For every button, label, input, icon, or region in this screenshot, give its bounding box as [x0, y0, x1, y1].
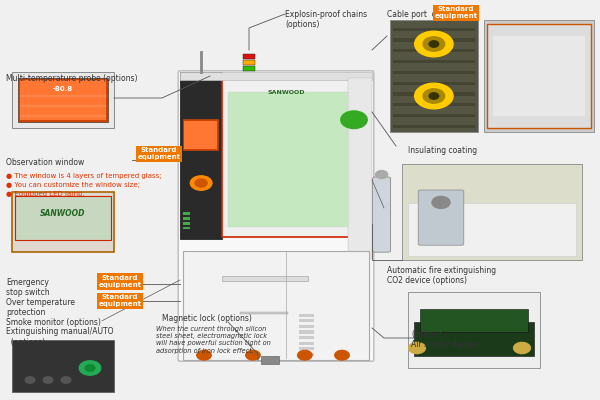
Text: ● Equipped LED lamp.: ● Equipped LED lamp.: [6, 191, 85, 197]
Circle shape: [409, 342, 425, 354]
Bar: [180, 72, 222, 239]
Bar: [393, 38, 475, 42]
Text: Smoke monitor (options): Smoke monitor (options): [6, 318, 101, 327]
Text: Emergency
stop switch: Emergency stop switch: [6, 278, 50, 298]
Bar: [183, 212, 190, 215]
Bar: [20, 80, 106, 120]
Bar: [484, 20, 594, 132]
Bar: [183, 119, 219, 151]
Circle shape: [85, 365, 95, 371]
Text: Automatic fire extinguishing
CO2 device (options): Automatic fire extinguishing CO2 device …: [387, 266, 496, 286]
Bar: [420, 309, 528, 332]
Bar: [414, 322, 534, 356]
Bar: [393, 114, 475, 117]
Bar: [183, 227, 190, 230]
FancyBboxPatch shape: [418, 190, 464, 245]
Bar: [487, 24, 591, 128]
Bar: [180, 72, 372, 80]
Text: Standard
equipment: Standard equipment: [137, 148, 181, 160]
Bar: [183, 222, 190, 225]
Bar: [184, 121, 217, 149]
Text: Cable port  φ100mmx2: Cable port φ100mmx2: [387, 10, 475, 19]
Circle shape: [190, 176, 212, 190]
Bar: [393, 60, 475, 63]
Bar: [18, 78, 108, 122]
Circle shape: [423, 89, 445, 103]
Bar: [243, 66, 255, 71]
Bar: [348, 78, 372, 259]
Bar: [408, 203, 576, 256]
Text: Observation window: Observation window: [6, 158, 84, 167]
Text: Explosin-proof chains
(options): Explosin-proof chains (options): [285, 10, 367, 29]
Circle shape: [415, 83, 453, 109]
Bar: [393, 71, 475, 74]
Circle shape: [25, 377, 35, 383]
Circle shape: [341, 111, 367, 128]
Circle shape: [195, 179, 207, 187]
Bar: [393, 103, 475, 106]
Circle shape: [514, 342, 530, 354]
Circle shape: [429, 41, 439, 47]
Bar: [299, 319, 314, 322]
Bar: [12, 340, 114, 392]
Text: Standard
equipment: Standard equipment: [434, 6, 478, 19]
Bar: [243, 60, 255, 65]
Bar: [299, 336, 314, 339]
Bar: [299, 342, 314, 345]
Bar: [228, 92, 348, 227]
Circle shape: [43, 377, 53, 383]
Circle shape: [298, 350, 312, 360]
Circle shape: [197, 350, 211, 360]
Bar: [15, 196, 111, 240]
Circle shape: [415, 31, 453, 57]
Text: -80.8: -80.8: [53, 86, 73, 92]
Bar: [493, 36, 585, 116]
Circle shape: [61, 377, 71, 383]
Bar: [183, 250, 369, 360]
Text: Magnetic lock (options): Magnetic lock (options): [162, 314, 252, 323]
Bar: [260, 356, 278, 364]
Text: ● The window is 4 layers of tempered glass;: ● The window is 4 layers of tempered gla…: [6, 173, 161, 179]
FancyBboxPatch shape: [178, 71, 374, 361]
Text: Over temperature
protection: Over temperature protection: [6, 298, 75, 318]
Bar: [183, 217, 190, 220]
Bar: [390, 20, 478, 132]
Bar: [393, 125, 475, 128]
Circle shape: [432, 196, 450, 208]
Circle shape: [335, 350, 349, 360]
Bar: [240, 312, 288, 314]
Bar: [299, 353, 314, 356]
Text: SANWOOD: SANWOOD: [40, 208, 86, 218]
Bar: [408, 292, 540, 368]
Bar: [299, 347, 314, 350]
Bar: [393, 49, 475, 52]
Bar: [393, 82, 475, 85]
Text: (options)
Air supply damper: (options) Air supply damper: [411, 330, 482, 350]
FancyBboxPatch shape: [373, 177, 391, 252]
Bar: [393, 28, 475, 31]
Bar: [299, 330, 314, 334]
Bar: [393, 92, 475, 96]
Text: Extinguishing manual/AUTO
  (options): Extinguishing manual/AUTO (options): [6, 327, 113, 346]
Bar: [299, 314, 314, 317]
Bar: [222, 276, 308, 281]
Text: ● You can customize the window size;: ● You can customize the window size;: [6, 182, 140, 188]
Bar: [12, 72, 114, 128]
Circle shape: [429, 93, 439, 99]
Text: Standard
equipment: Standard equipment: [98, 294, 142, 307]
Bar: [12, 192, 114, 252]
Circle shape: [376, 170, 388, 178]
Circle shape: [79, 361, 101, 375]
Text: SANWOOD: SANWOOD: [268, 90, 305, 94]
Circle shape: [246, 350, 260, 360]
Text: Insulating coating: Insulating coating: [408, 146, 477, 155]
Text: When the current through silicon
steel sheet, electromagnetic lock
will have pow: When the current through silicon steel s…: [156, 326, 271, 354]
Circle shape: [423, 37, 445, 51]
Bar: [402, 164, 582, 260]
Bar: [222, 74, 366, 237]
Text: Standard
equipment: Standard equipment: [98, 275, 142, 288]
Text: Multi-temperature probe (options): Multi-temperature probe (options): [6, 74, 137, 83]
Bar: [243, 54, 255, 59]
Bar: [299, 325, 314, 328]
